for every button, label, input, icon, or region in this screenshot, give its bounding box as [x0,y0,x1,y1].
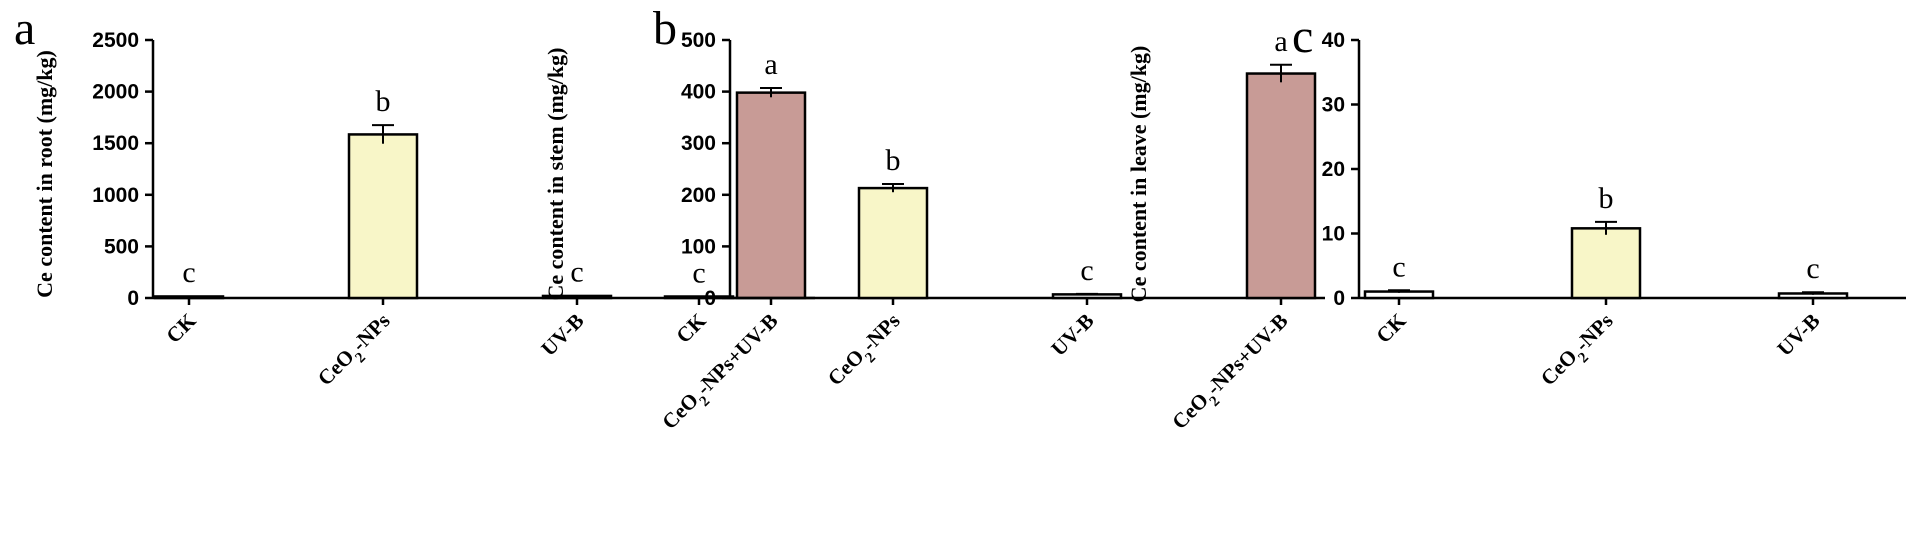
significance-letter: b [376,85,391,118]
significance-letter: c [692,256,705,289]
x-tick-label: CK [1371,308,1411,348]
bar-ck [663,295,735,300]
significance-letter: a [1274,25,1287,58]
x-tick-label: CK [161,308,201,348]
panel-b: bCe content in stem (mg/kg)0100200300400… [543,2,1325,439]
y-tick-label: 400 [681,81,716,104]
bar-uv-b [1051,293,1123,300]
y-tick-label: 100 [681,235,716,258]
significance-letter: c [1806,252,1819,285]
panel-letter: c [1292,10,1313,63]
y-tick-label: 0 [127,287,139,310]
significance-letter: c [570,255,583,288]
x-tick-label: CeO2-NPs+UV-B [1167,309,1297,439]
y-tick-label: 40 [1322,29,1345,52]
x-tick-label: UV-B [1046,309,1098,361]
bar-ck [153,295,225,300]
y-tick-label: 200 [681,184,716,207]
y-tick-label: 20 [1322,158,1345,181]
x-tick-label: CeO2-NPs [313,309,400,396]
y-tick-label: 0 [1333,287,1345,310]
significance-letter: a [764,48,777,81]
x-tick-label: CeO2-NPs [823,309,910,396]
bar-ceo2-nps [857,186,929,300]
y-tick-label: 500 [681,29,716,52]
significance-letter: b [886,144,901,177]
y-tick-label: 500 [104,235,139,258]
significance-letter: c [1080,254,1093,287]
y-tick-label: 1000 [92,184,139,207]
significance-letter: c [1392,250,1405,283]
panel-a: aCe content in root (mg/kg)0500100015002… [14,2,815,439]
significance-letter: c [182,256,195,289]
y-tick-label: 10 [1322,223,1345,246]
y-tick-label: 30 [1322,94,1345,117]
y-tick-label: 2000 [92,81,139,104]
bar-ceo2-nps-uv-b [1245,72,1317,300]
y-tick-label: 2500 [92,29,139,52]
bar-ceo2-nps [1570,227,1642,300]
x-tick-label: CeO2-NPs [1536,309,1623,396]
bar-ceo2-nps-uv-b [735,91,807,300]
x-tick-label: UV-B [536,309,588,361]
bar-ceo2-nps [347,133,419,300]
y-tick-label: 300 [681,132,716,155]
panel-letter: b [653,2,677,55]
y-tick-label: 1500 [92,132,139,155]
x-tick-label: CK [671,308,711,348]
panel-letter: a [14,2,35,55]
x-tick-label: UV-B [1772,309,1824,361]
y-axis-label: Ce content in stem (mg/kg) [543,48,568,301]
y-axis-label: Ce content in leave (mg/kg) [1126,46,1151,303]
y-axis-label: Ce content in root (mg/kg) [32,50,57,298]
significance-letter: b [1599,182,1614,215]
